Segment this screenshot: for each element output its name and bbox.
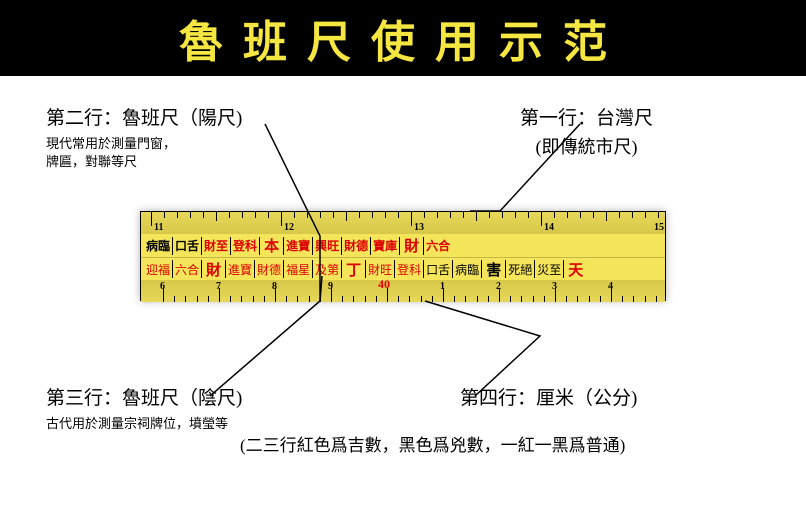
label-row3: 第三行：魯班尺（陰尺) 古代用於測量宗祠牌位，墳瑩等 bbox=[46, 386, 242, 433]
header-title: 魯班尺使用示范 bbox=[179, 18, 627, 67]
ruler-row-4: 6789401234 bbox=[141, 280, 665, 302]
label-row1-sub: (即傳統市尺) bbox=[520, 135, 653, 160]
header-banner: 魯班尺使用示范 bbox=[0, 0, 806, 76]
footnote: (二三行紅色爲吉數，黑色爲兇數，一紅一黑爲普通) bbox=[240, 431, 625, 456]
label-row4-title: 第四行：厘米（公分) bbox=[460, 386, 637, 413]
label-row2-title: 第二行：魯班尺（陽尺) bbox=[46, 106, 242, 133]
diagram-area: 第二行：魯班尺（陽尺) 現代常用於測量門窗， 牌匾，對聯等尺 第一行：台灣尺 (… bbox=[0, 76, 806, 516]
label-row4: 第四行：厘米（公分) bbox=[460, 386, 637, 413]
luban-ruler: 1112131415 病臨口舌財至登科本進寶興旺財德寶庫財六合 迎福六合財進寶財… bbox=[140, 211, 666, 301]
label-row2: 第二行：魯班尺（陽尺) 現代常用於測量門窗， 牌匾，對聯等尺 bbox=[46, 106, 242, 171]
ruler-row-3: 迎福六合財進寶財德福星及第丁財旺登科口舌病臨害死絕災至天 bbox=[141, 257, 665, 280]
label-row1: 第一行：台灣尺 (即傳統市尺) bbox=[520, 106, 653, 160]
ruler-row-2: 病臨口舌財至登科本進寶興旺財德寶庫財六合 bbox=[141, 234, 665, 257]
label-row1-title: 第一行：台灣尺 bbox=[520, 106, 653, 133]
label-row2-sub: 現代常用於測量門窗， 牌匾，對聯等尺 bbox=[46, 135, 242, 171]
label-row3-title: 第三行：魯班尺（陰尺) bbox=[46, 386, 242, 413]
ruler-row-1: 1112131415 bbox=[141, 212, 665, 234]
label-row3-sub: 古代用於測量宗祠牌位，墳瑩等 bbox=[46, 415, 242, 433]
